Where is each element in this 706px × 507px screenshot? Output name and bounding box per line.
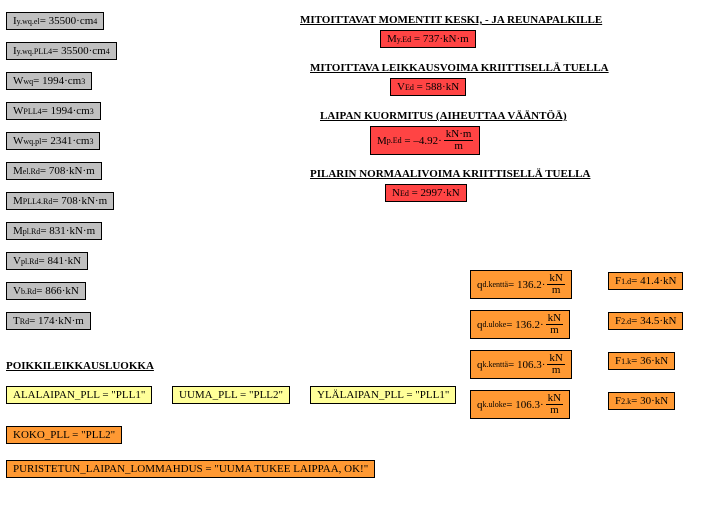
force-box: F1.d = 41.4·kN xyxy=(608,272,683,290)
heading-flange-load: LAIPAN KUORMITUS (AIHEUTTAA VÄÄNTÖÄ) xyxy=(320,110,567,122)
param-box: TRd = 174·kN·m xyxy=(6,312,91,330)
result-ved: VEd = 588·kN xyxy=(390,78,466,96)
heading-shear: MITOITTAVA LEIKKAUSVOIMA KRIITTISELLÄ TU… xyxy=(310,62,609,74)
result-ned: NEd = 2997·kN xyxy=(385,184,467,202)
result-mped: Mp.Ed = –4.92· kN·mm xyxy=(370,126,480,155)
param-box: Wwq.pl = 2341·cm3 xyxy=(6,132,100,150)
class-alalaipan: ALALAIPAN_PLL = "PLL1" xyxy=(6,386,152,404)
heading-normal-force: PILARIN NORMAALIVOIMA KRIITTISELLÄ TUELL… xyxy=(310,168,590,180)
param-box: Mpl.Rd = 831·kN·m xyxy=(6,222,102,240)
param-box: Mel.Rd = 708·kN·m xyxy=(6,162,102,180)
heading-cross-section: POIKKILEIKKAUSLUOKKA xyxy=(6,360,154,372)
param-box: Vpl.Rd = 841·kN xyxy=(6,252,88,270)
class-ylalaipan: YLÄLAIPAN_PLL = "PLL1" xyxy=(310,386,456,404)
class-lommahdus: PURISTETUN_LAIPAN_LOMMAHDUS = "UUMA TUKE… xyxy=(6,460,375,478)
load-box: qd.kenttä = 136.2·kNm xyxy=(470,270,572,299)
param-box: MPLL4.Rd = 708·kN·m xyxy=(6,192,114,210)
load-box: qk.uloke = 106.3·kNm xyxy=(470,390,570,419)
result-myed: My.Ed = 737·kN·m xyxy=(380,30,476,48)
heading-moments: MITOITTAVAT MOMENTIT KESKI, - JA REUNAPA… xyxy=(300,14,602,26)
force-box: F2.d = 34.5·kN xyxy=(608,312,683,330)
param-box: Iy.wq.PLL4 = 35500·cm4 xyxy=(6,42,117,60)
class-koko: KOKO_PLL = "PLL2" xyxy=(6,426,122,444)
force-box: F2.k = 30·kN xyxy=(608,392,675,410)
load-box: qk.kenttä = 106.3·kNm xyxy=(470,350,572,379)
class-uuma: UUMA_PLL = "PLL2" xyxy=(172,386,290,404)
force-box: F1.k = 36·kN xyxy=(608,352,675,370)
param-box: WPLL4 = 1994·cm3 xyxy=(6,102,101,120)
param-box: Wwq = 1994·cm3 xyxy=(6,72,92,90)
param-box: Iy.wq.el = 35500·cm4 xyxy=(6,12,104,30)
param-box: Vb.Rd = 866·kN xyxy=(6,282,86,300)
load-box: qd.uloke = 136.2·kNm xyxy=(470,310,570,339)
